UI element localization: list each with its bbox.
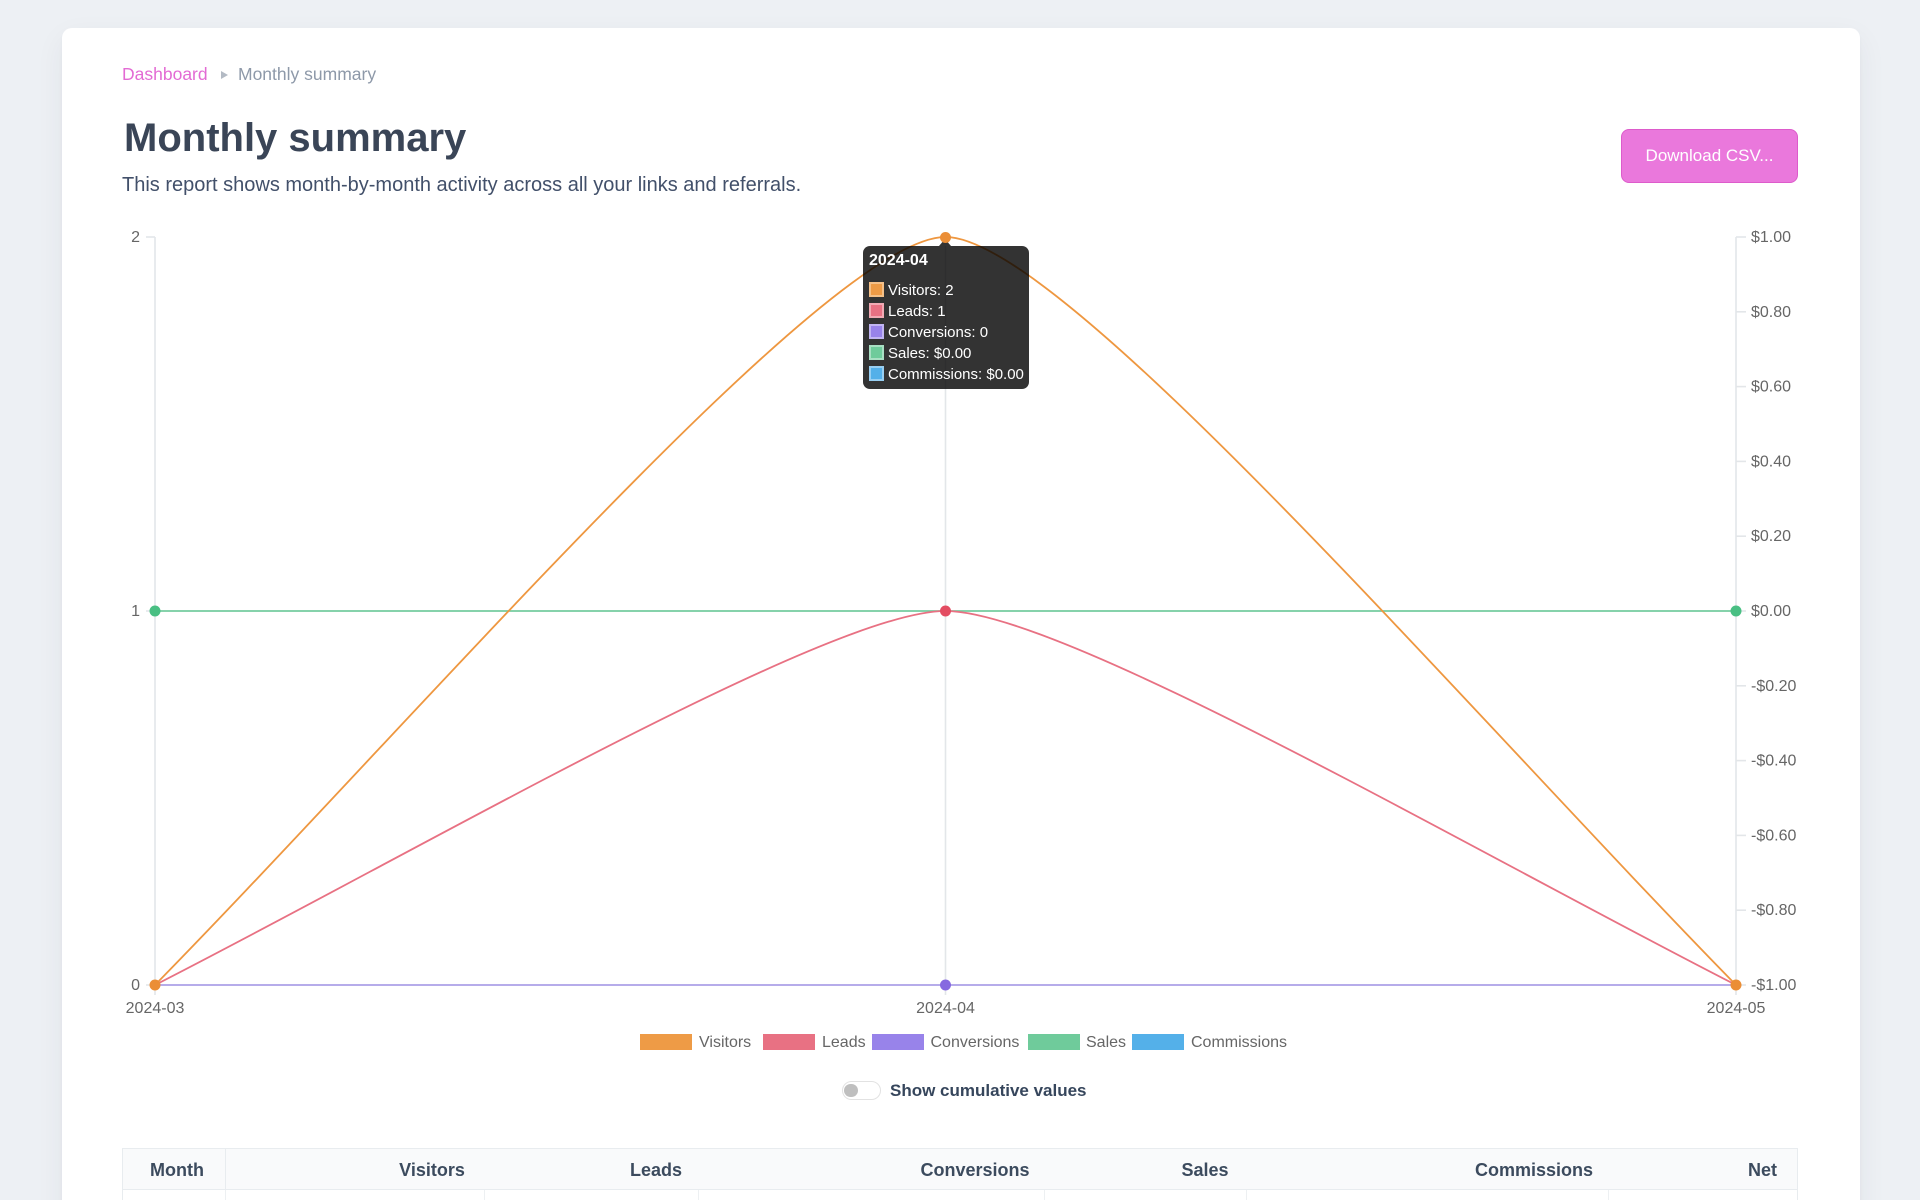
svg-text:$0.60: $0.60 (1751, 379, 1791, 396)
svg-text:$1.00: $1.00 (1751, 229, 1791, 246)
svg-text:-$0.60: -$0.60 (1751, 827, 1796, 844)
svg-text:1: 1 (131, 603, 140, 620)
svg-text:$0.00: $0.00 (1751, 603, 1791, 620)
svg-text:$0.80: $0.80 (1751, 304, 1791, 321)
svg-text:$0.40: $0.40 (1751, 453, 1791, 470)
svg-text:$0.20: $0.20 (1751, 528, 1791, 545)
svg-text:-$0.80: -$0.80 (1751, 902, 1796, 919)
svg-text:0: 0 (131, 977, 140, 994)
svg-text:2024-05: 2024-05 (1707, 1000, 1766, 1017)
svg-text:2024-03: 2024-03 (126, 1000, 185, 1017)
svg-text:2: 2 (131, 229, 140, 246)
svg-text:2024-04: 2024-04 (916, 1000, 975, 1017)
svg-text:-$0.40: -$0.40 (1751, 753, 1796, 770)
svg-text:-$1.00: -$1.00 (1751, 977, 1796, 994)
svg-text:-$0.20: -$0.20 (1751, 678, 1796, 695)
